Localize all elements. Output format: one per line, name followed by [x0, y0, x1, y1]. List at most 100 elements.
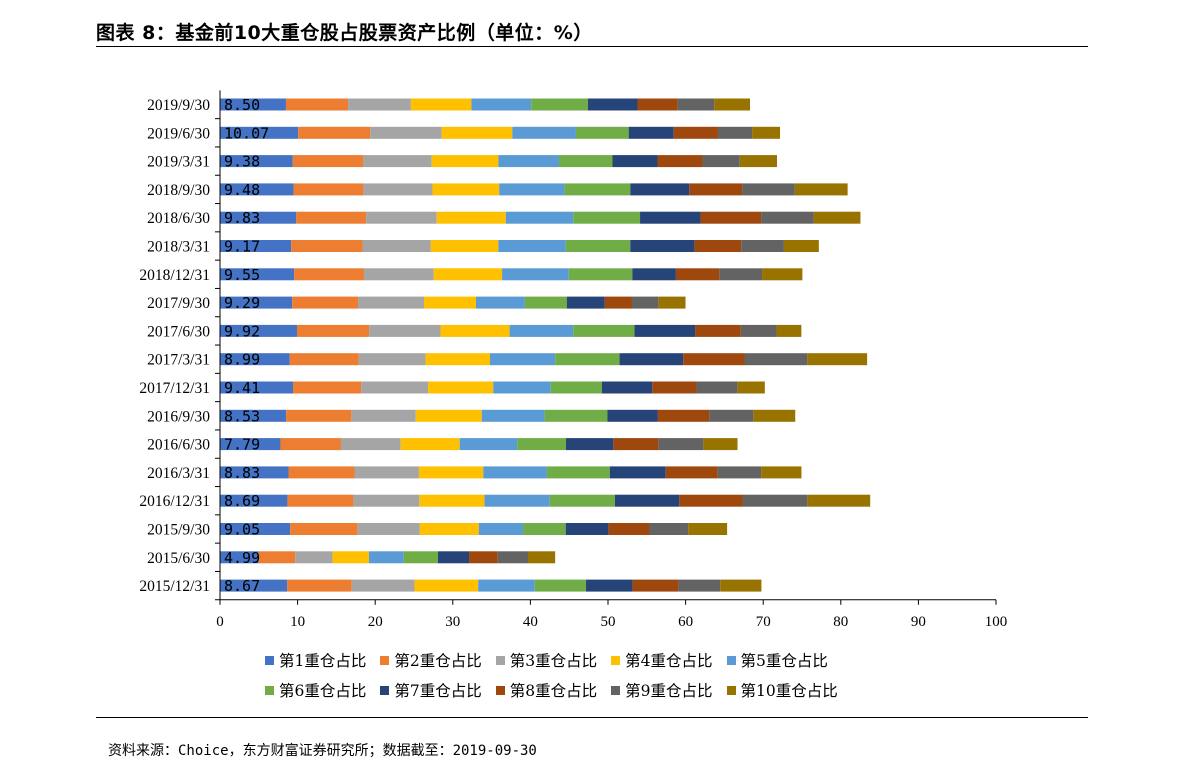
bar-segment-9 — [717, 466, 762, 479]
bar-segment-8 — [632, 579, 679, 592]
data-label: 8.67 — [224, 577, 260, 595]
bar-segment-1 — [220, 551, 259, 564]
bar-segment-4 — [440, 324, 510, 337]
bar-segment-10 — [807, 353, 868, 366]
x-tick-label: 10 — [290, 614, 305, 630]
bar-segment-4 — [431, 155, 499, 168]
bar-segment-7 — [630, 240, 695, 252]
bar-segment-6 — [549, 494, 615, 507]
bar-segment-3 — [366, 211, 437, 224]
legend-swatch — [265, 655, 274, 665]
bar-segment-9 — [631, 296, 659, 309]
bar-segment-6 — [573, 211, 641, 224]
x-tick-label: 50 — [601, 614, 616, 630]
bar-segment-7 — [586, 579, 633, 592]
legend-item-6: 第6重仓占比 — [265, 679, 366, 701]
data-label: 9.29 — [224, 294, 260, 312]
bar-segment-5 — [509, 324, 574, 337]
bar-segment-5 — [478, 579, 535, 592]
legend-label: 第6重仓占比 — [279, 682, 367, 700]
bar-segment-3 — [351, 579, 415, 592]
bar-segment-9 — [744, 353, 808, 366]
bar-segment-9 — [717, 126, 753, 139]
category-label: 2017/12/31 — [139, 380, 210, 397]
bar-segment-7 — [632, 268, 676, 281]
source-note: 资料来源：Choice，东方财富证券研究所；数据截至：2019-09-30 — [108, 743, 537, 759]
data-label: 9.17 — [224, 238, 260, 256]
bar-segment-4 — [332, 551, 369, 564]
bar-segment-1 — [220, 98, 286, 111]
bar-segment-2 — [293, 381, 362, 394]
bar-segment-10 — [714, 98, 751, 111]
bar-segment-4 — [415, 409, 482, 422]
bar-segment-2 — [294, 268, 364, 281]
bar-segment-6 — [524, 296, 567, 309]
x-axis: 0 10 20 30 40 50 60 70 80 90 100 — [216, 599, 1007, 630]
bar-segment-5 — [478, 523, 524, 535]
bar-segment-1 — [220, 579, 288, 592]
bar-segment-1 — [220, 494, 288, 507]
bar-segment-3 — [353, 494, 420, 507]
bar-segment-10 — [720, 579, 762, 592]
bar-segment-4 — [419, 523, 479, 535]
legend-label: 第5重仓占比 — [740, 652, 828, 670]
data-label: 8.99 — [224, 351, 260, 369]
bar-segment-8 — [657, 409, 710, 422]
legend-label: 第10重仓占比 — [740, 682, 838, 700]
legend-swatch — [495, 655, 505, 665]
bar-segment-5 — [498, 240, 566, 252]
bar-segment-3 — [363, 268, 434, 281]
bar-segment-8 — [637, 98, 678, 111]
bar-segment-3 — [361, 381, 429, 394]
bar-segment-1 — [220, 240, 292, 252]
bar-segment-4 — [436, 211, 506, 224]
bar-segment-1 — [220, 324, 297, 337]
bar-segment-10 — [739, 155, 778, 168]
bar-segment-2 — [291, 240, 363, 252]
bar-segment-1 — [220, 211, 297, 224]
category-label: 2019/6/30 — [147, 125, 210, 142]
legend-swatch — [380, 655, 390, 665]
bar-segment-7 — [437, 551, 470, 564]
bar-segment-4 — [400, 438, 460, 451]
bar-segment-8 — [695, 324, 741, 337]
data-label: 10.07 — [224, 124, 269, 142]
bar-segment-5 — [505, 211, 574, 224]
category-label: 2016/3/31 — [147, 465, 210, 482]
data-label: 7.79 — [224, 436, 260, 454]
bar-segment-4 — [410, 98, 472, 111]
category-label: 2018/6/30 — [147, 210, 210, 227]
bar-segment-9 — [741, 240, 784, 252]
x-tick-label: 30 — [445, 614, 460, 630]
category-label: 2015/9/30 — [147, 522, 210, 539]
legend-label: 第8重仓占比 — [509, 682, 598, 700]
bar-segment-1 — [220, 353, 290, 366]
bar-segment-2 — [287, 579, 352, 592]
bar-segment-3 — [363, 155, 432, 168]
category-label: 2019/9/30 — [147, 97, 210, 114]
chart-legend: 第1重仓占比 第2重仓占比 第3重仓占比 第4重仓占比 第5重仓占比 第6重仓占比 第7重仓… — [265, 645, 905, 705]
category-label: 2015/12/31 — [139, 578, 210, 595]
legend-swatch — [726, 655, 736, 665]
data-label: 4.99 — [224, 549, 260, 567]
bar-segment-3 — [340, 438, 401, 451]
bar-segment-9 — [709, 409, 754, 422]
bar-segment-10 — [688, 523, 728, 535]
bar-segment-6 — [565, 240, 631, 252]
bar-segment-6 — [523, 523, 566, 535]
bar-segment-1 — [220, 466, 289, 479]
bar-segment-1 — [220, 409, 287, 422]
bar-segment-3 — [357, 523, 420, 535]
bar-segment-2 — [296, 211, 367, 224]
bar-segment-7 — [614, 494, 680, 507]
bar-segment-5 — [498, 155, 559, 168]
bar-segment-10 — [776, 324, 802, 337]
data-label: 8.83 — [224, 464, 260, 482]
legend-item-1: 第1重仓占比 — [265, 649, 366, 671]
category-label: 2019/3/31 — [147, 154, 210, 171]
bar-segment-7 — [630, 183, 690, 196]
bar-segment-1 — [220, 155, 293, 168]
legend-item-4: 第4重仓占比 — [611, 649, 713, 671]
bar-segment-4 — [424, 296, 477, 309]
bar-segment-6 — [531, 98, 588, 111]
